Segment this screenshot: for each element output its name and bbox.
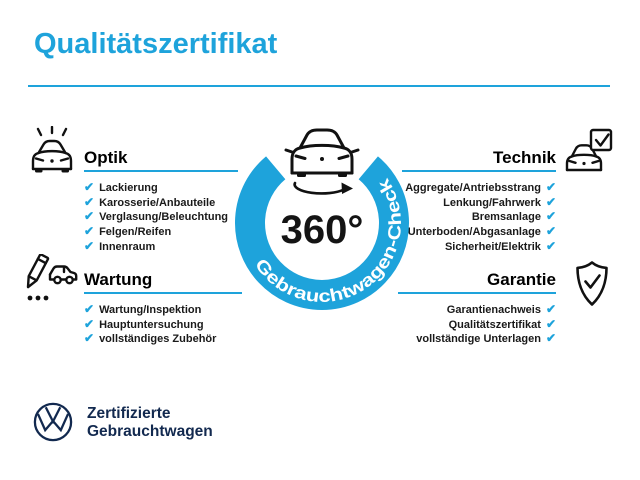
check-icon: ✔ (545, 180, 556, 195)
title-divider (28, 85, 610, 87)
section-technik: Technik Aggregate/Antriebsstrang ✔ Lenkun… (340, 147, 556, 254)
list-item-label: Garantienachweis (446, 304, 541, 317)
brand-claim-line2: Gebrauchtwagen (87, 422, 213, 440)
section-title-technik: Technik (493, 148, 556, 167)
car-checkbox-icon (565, 128, 613, 172)
brand-claim-line1: Zertifizierte (87, 405, 171, 422)
checklist-wartung: ✔ Wartung/Inspektion ✔ Hauptuntersuchung ✔… (84, 303, 244, 347)
list-item-label: Lackierung (99, 182, 158, 195)
list-item: ✔ Lackierung (84, 181, 238, 196)
check-icon: ✔ (545, 209, 556, 224)
section-title-wartung: Wartung (84, 270, 153, 289)
list-item: ✔ vollständiges Zubehör (84, 332, 244, 347)
list-item-label: Unterboden/Abgasanlage (407, 226, 541, 239)
list-item-label: Sicherheit/Elektrik (444, 240, 541, 253)
list-item-label: vollständiges Zubehör (99, 333, 217, 346)
list-item-label: Lenkung/Fahrwerk (443, 196, 541, 209)
section-divider (84, 170, 238, 172)
car-360-rotation-icon (284, 128, 360, 195)
list-item-label: Felgen/Reifen (99, 226, 172, 239)
list-item: Sicherheit/Elektrik ✔ (340, 239, 556, 254)
check-icon: ✔ (84, 180, 95, 195)
check-icon: ✔ (84, 209, 95, 224)
list-item-label: Innenraum (99, 240, 156, 253)
list-item-label: vollständige Unterlagen (416, 333, 541, 346)
section-wartung: Wartung ✔ Wartung/Inspektion ✔ Hauptunters… (84, 269, 244, 347)
check-icon: ✔ (545, 302, 556, 317)
list-item-label: Hauptuntersuchung (99, 318, 204, 331)
service-record-icon (26, 254, 78, 301)
sparkling-car-icon (31, 126, 73, 173)
list-item: Bremsanlage ✔ (340, 210, 556, 225)
list-item-label: Qualitätszertifikat (448, 318, 541, 331)
check-icon: ✔ (84, 238, 95, 253)
list-item-label: Wartung/Inspektion (99, 304, 202, 317)
check-icon: ✔ (545, 331, 556, 346)
checklist-technik: Aggregate/Antriebsstrang ✔ Lenkung/Fahrwe… (340, 181, 556, 254)
list-item: Qualitätszertifikat ✔ (340, 318, 556, 333)
list-item: Lenkung/Fahrwerk ✔ (340, 196, 556, 211)
brand-claim: Zertifizierte Gebrauchtwagen (87, 402, 213, 440)
list-item: vollständige Unterlagen ✔ (340, 332, 556, 347)
checklist-optik: ✔ Lackierung ✔ Karosserie/Anbauteile ✔ Verg… (84, 181, 238, 254)
list-item: Garantienachweis ✔ (340, 303, 556, 318)
list-item-label: Aggregate/Antriebsstrang (405, 182, 541, 195)
list-item: ✔ Karosserie/Anbauteile (84, 196, 238, 211)
check-icon: ✔ (545, 238, 556, 253)
degree-label: 360° (281, 208, 364, 252)
check-icon: ✔ (545, 316, 556, 331)
list-item-label: Karosserie/Anbauteile (99, 196, 216, 209)
list-item: ✔ Innenraum (84, 239, 238, 254)
check-icon: ✔ (545, 194, 556, 209)
section-title-garantie: Garantie (487, 270, 556, 289)
section-title-optik: Optik (84, 148, 128, 167)
check-icon: ✔ (84, 224, 95, 239)
section-divider (398, 292, 556, 294)
360-check-badge: Gebrauchtwagen-Check 360° (235, 128, 409, 310)
check-icon: ✔ (84, 302, 95, 317)
list-item: Aggregate/Antriebsstrang ✔ (340, 181, 556, 196)
page-title: Qualitätszertifikat (34, 28, 278, 60)
list-item: ✔ Verglasung/Beleuchtung (84, 210, 238, 225)
check-icon: ✔ (84, 331, 95, 346)
check-icon: ✔ (84, 194, 95, 209)
section-divider (84, 292, 242, 294)
list-item: ✔ Hauptuntersuchung (84, 318, 244, 333)
brand-footer: Zertifizierte Gebrauchtwagen (33, 402, 213, 442)
badge-ring (235, 156, 409, 310)
section-optik: Optik ✔ Lackierung ✔ Karosserie/Anbauteile… (84, 147, 238, 254)
list-item: Unterboden/Abgasanlage ✔ (340, 225, 556, 240)
check-icon: ✔ (545, 224, 556, 239)
section-garantie: Garantie Garantienachweis ✔ Qualitätszert… (340, 269, 556, 347)
list-item: ✔ Wartung/Inspektion (84, 303, 244, 318)
list-item-label: Bremsanlage (471, 211, 541, 224)
vw-logo (33, 402, 73, 442)
list-item: ✔ Felgen/Reifen (84, 225, 238, 240)
section-divider (402, 170, 556, 172)
shield-check-icon (576, 261, 608, 306)
checklist-garantie: Garantienachweis ✔ Qualitätszertifikat ✔ v… (340, 303, 556, 347)
list-item-label: Verglasung/Beleuchtung (99, 211, 229, 224)
check-icon: ✔ (84, 316, 95, 331)
